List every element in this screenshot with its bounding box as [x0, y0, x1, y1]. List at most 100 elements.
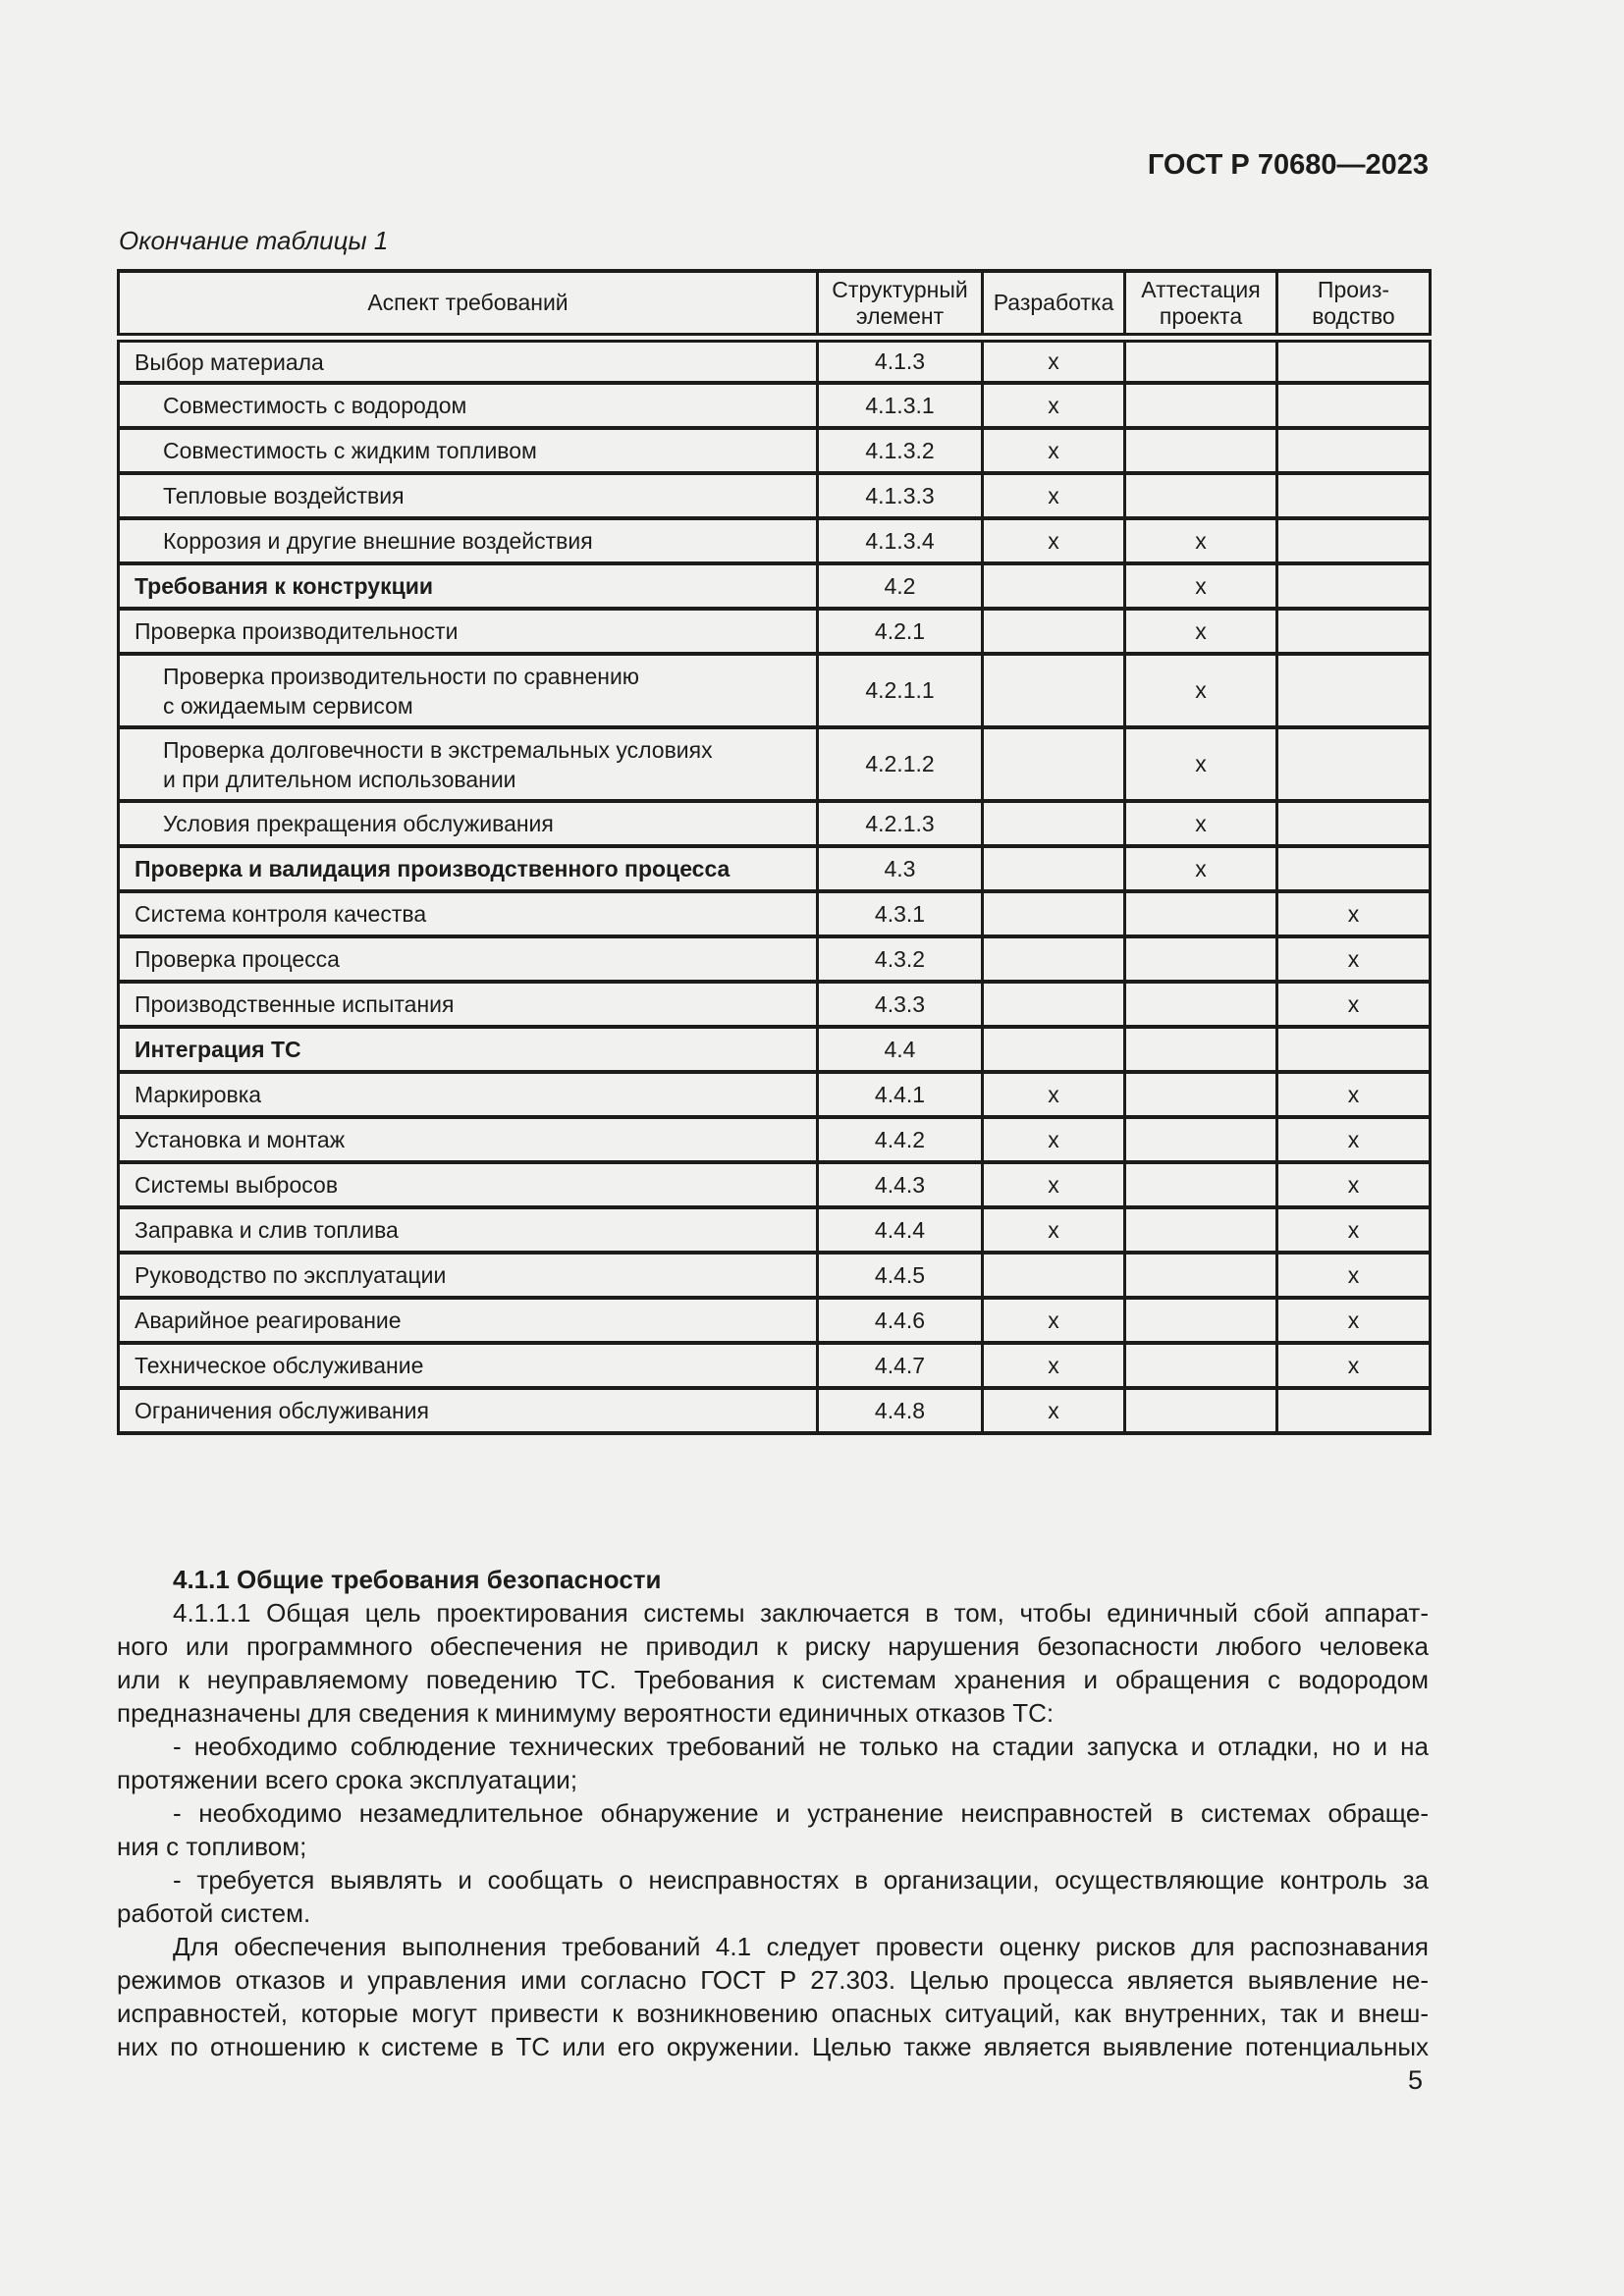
- development-mark: х: [981, 1160, 1126, 1209]
- production-mark: х: [1275, 980, 1432, 1029]
- structural-element-cell: 4.4.3: [816, 1160, 984, 1209]
- col-header-production: Произ- водство: [1275, 269, 1432, 343]
- table-caption: Окончание таблицы 1: [119, 226, 389, 255]
- production-mark: [1275, 725, 1432, 803]
- development-mark: [981, 607, 1126, 656]
- attestation-mark: [1123, 336, 1278, 385]
- doc-code: ГОСТ Р 70680—2023: [1147, 149, 1429, 181]
- table-row: Производственные испытания 4.3.3 х: [117, 980, 1432, 1029]
- table-row: Руководство по эксплуатации 4.4.5 х: [117, 1251, 1432, 1300]
- table-row: Проверка производительности 4.2.1 х: [117, 607, 1432, 656]
- structural-element-cell: 4.4: [816, 1025, 984, 1074]
- development-mark: х: [981, 426, 1126, 475]
- attestation-mark: [1123, 426, 1278, 475]
- aspect-cell: Требования к конструкции: [117, 561, 819, 611]
- production-mark: [1275, 561, 1432, 611]
- table-row: Совместимость с водородом 4.1.3.1 х: [117, 381, 1432, 430]
- structural-element-cell: 4.4.1: [816, 1070, 984, 1119]
- attestation-mark: [1123, 980, 1278, 1029]
- aspect-cell: Выбор материала: [117, 336, 819, 385]
- aspect-cell: Тепловые воздействия: [117, 471, 819, 520]
- structural-element-cell: 4.4.7: [816, 1341, 984, 1390]
- structural-element-cell: 4.2.1.3: [816, 799, 984, 848]
- attestation-mark: [1123, 1251, 1278, 1300]
- aspect-cell: Проверка долговечности в экстремальных у…: [117, 725, 819, 803]
- requirements-table: Аспект требований Структурный элемент Ра…: [117, 269, 1432, 1435]
- production-mark: [1275, 844, 1432, 893]
- aspect-cell: Аварийное реагирование: [117, 1296, 819, 1345]
- col-header-aspect: Аспект требований: [117, 269, 819, 343]
- structural-element-cell: 4.3: [816, 844, 984, 893]
- development-mark: [981, 799, 1126, 848]
- production-mark: х: [1275, 1251, 1432, 1300]
- development-mark: х: [981, 1070, 1126, 1119]
- col-header-project-attestation: Аттестация проекта: [1123, 269, 1278, 343]
- paragraph-line: 4.1.1.1 Общая цель проектирования систем…: [173, 1598, 1429, 1628]
- development-mark: х: [981, 516, 1126, 565]
- structural-element-cell: 4.4.2: [816, 1115, 984, 1164]
- table-row: Системы выбросов 4.4.3 х х: [117, 1160, 1432, 1209]
- aspect-cell: Установка и монтаж: [117, 1115, 819, 1164]
- table-row: Выбор материала 4.1.3 х: [117, 336, 1432, 385]
- attestation-mark: [1123, 1205, 1278, 1255]
- production-mark: х: [1275, 1070, 1432, 1119]
- structural-element-cell: 4.2.1.1: [816, 652, 984, 729]
- development-mark: х: [981, 471, 1126, 520]
- attestation-mark: х: [1123, 652, 1278, 729]
- production-mark: [1275, 471, 1432, 520]
- table-row: Тепловые воздействия 4.1.3.3 х: [117, 471, 1432, 520]
- development-mark: х: [981, 381, 1126, 430]
- table-row: Система контроля качества 4.3.1 х: [117, 889, 1432, 938]
- attestation-mark: [1123, 1070, 1278, 1119]
- table-row: Совместимость с жидким топливом 4.1.3.2 …: [117, 426, 1432, 475]
- attestation-mark: [1123, 471, 1278, 520]
- structural-element-cell: 4.1.3.1: [816, 381, 984, 430]
- structural-element-cell: 4.4.5: [816, 1251, 984, 1300]
- development-mark: [981, 844, 1126, 893]
- aspect-cell: Интеграция ТС: [117, 1025, 819, 1074]
- table-row: Ограничения обслуживания 4.4.8 х: [117, 1386, 1432, 1435]
- structural-element-cell: 4.3.1: [816, 889, 984, 938]
- structural-element-cell: 4.2: [816, 561, 984, 611]
- aspect-cell: Маркировка: [117, 1070, 819, 1119]
- production-mark: х: [1275, 1115, 1432, 1164]
- aspect-cell: Совместимость с водородом: [117, 381, 819, 430]
- structural-element-cell: 4.3.3: [816, 980, 984, 1029]
- structural-element-cell: 4.4.6: [816, 1296, 984, 1345]
- list-item-line: ния с топливом;: [117, 1832, 307, 1861]
- structural-element-cell: 4.1.3.4: [816, 516, 984, 565]
- development-mark: [981, 980, 1126, 1029]
- attestation-mark: х: [1123, 725, 1278, 803]
- list-item-line: работой систем.: [117, 1898, 311, 1928]
- attestation-mark: х: [1123, 799, 1278, 848]
- production-mark: [1275, 426, 1432, 475]
- aspect-cell: Коррозия и другие внешние воздействия: [117, 516, 819, 565]
- aspect-cell: Условия прекращения обслуживания: [117, 799, 819, 848]
- production-mark: [1275, 381, 1432, 430]
- production-mark: х: [1275, 934, 1432, 984]
- table-header-row: Аспект требований Структурный элемент Ра…: [117, 269, 1432, 343]
- table-row: Проверка долговечности в экстремальных у…: [117, 725, 1432, 803]
- attestation-mark: [1123, 1115, 1278, 1164]
- structural-element-cell: 4.2.1.2: [816, 725, 984, 803]
- production-mark: [1275, 1025, 1432, 1074]
- aspect-cell: Проверка производительности по сравнению…: [117, 652, 819, 729]
- attestation-mark: х: [1123, 607, 1278, 656]
- attestation-mark: [1123, 1341, 1278, 1390]
- development-mark: х: [981, 1205, 1126, 1255]
- page-number: 5: [1407, 2065, 1423, 2095]
- col-header-structural-element: Структурный элемент: [816, 269, 984, 343]
- table-row: Проверка и валидация производственного п…: [117, 844, 1432, 893]
- attestation-mark: [1123, 934, 1278, 984]
- aspect-cell: Проверка производительности: [117, 607, 819, 656]
- attestation-mark: х: [1123, 516, 1278, 565]
- structural-element-cell: 4.1.3.3: [816, 471, 984, 520]
- development-mark: х: [981, 1296, 1126, 1345]
- development-mark: [981, 889, 1126, 938]
- development-mark: х: [981, 1386, 1126, 1435]
- structural-element-cell: 4.4.4: [816, 1205, 984, 1255]
- table-row: Проверка производительности по сравнению…: [117, 652, 1432, 729]
- attestation-mark: [1123, 1296, 1278, 1345]
- aspect-cell: Проверка и валидация производственного п…: [117, 844, 819, 893]
- development-mark: х: [981, 1341, 1126, 1390]
